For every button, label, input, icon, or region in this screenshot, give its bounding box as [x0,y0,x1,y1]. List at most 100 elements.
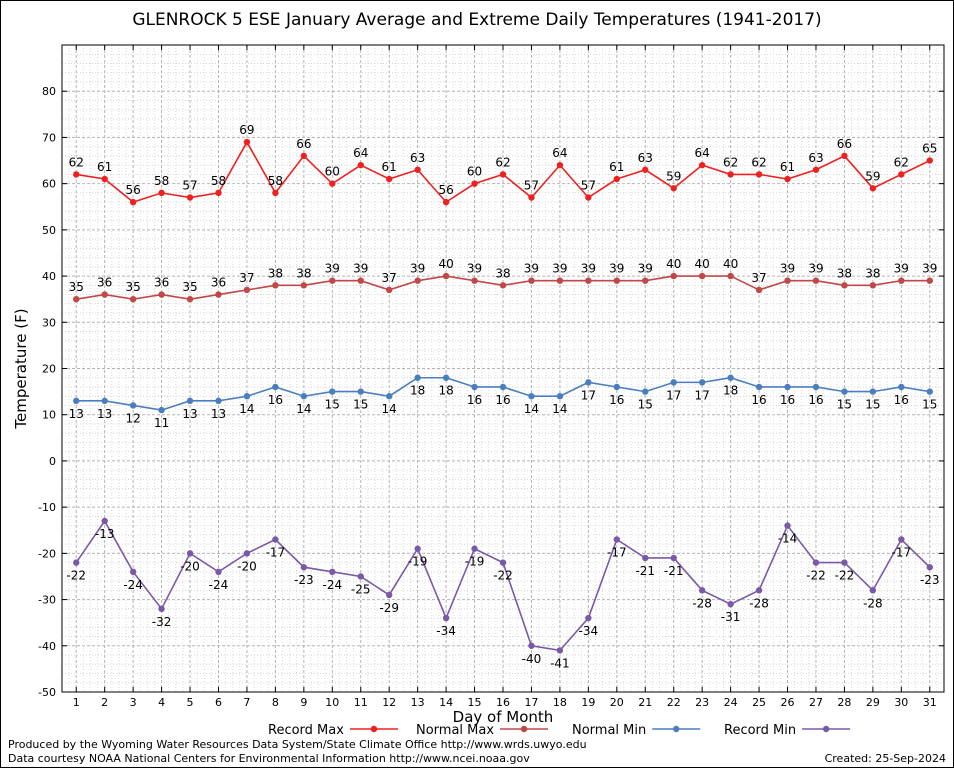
x-tick-label: 20 [610,696,624,709]
data-point [499,383,507,391]
data-label: 37 [382,271,397,285]
x-tick-label: 26 [781,696,795,709]
data-label: -17 [607,545,627,559]
data-label: -25 [351,582,371,596]
legend-marker [370,725,378,733]
data-point [215,291,222,298]
data-point [898,171,905,178]
data-label: -24 [322,578,342,592]
data-label: 39 [353,262,368,276]
data-label: 64 [552,146,567,160]
data-label: 61 [382,160,397,174]
data-point [898,277,905,284]
data-point [841,152,848,160]
data-point [556,393,564,400]
x-tick-label: 17 [524,696,538,709]
x-tick-label: 10 [325,696,339,709]
data-label: -34 [579,624,599,638]
data-point [926,277,933,284]
data-point [528,194,535,201]
data-label: 13 [211,407,226,421]
data-label: 39 [638,262,653,276]
data-point [841,282,848,289]
data-point [755,383,763,391]
data-label: 58 [211,174,226,188]
data-point [186,550,194,557]
data-point [101,517,108,525]
data-point [727,374,734,381]
data-label: -24 [123,578,143,592]
data-label: 35 [125,280,140,294]
data-label: -21 [664,564,684,578]
data-point [186,194,194,201]
data-point [670,554,677,562]
x-tick-label: 27 [809,696,823,709]
y-tick-label: 80 [42,85,56,98]
data-label: 39 [780,262,795,276]
data-point [73,397,80,405]
data-label: -31 [721,610,741,624]
data-point [670,379,677,386]
data-label: -20 [237,559,257,573]
data-label: 12 [125,411,140,425]
x-tick-label: 18 [553,696,567,709]
x-axis-label: Day of Month [453,708,554,726]
data-point [585,194,592,201]
data-point [300,282,308,289]
data-label: 38 [865,266,880,280]
data-point [613,277,621,284]
data-label: 64 [695,146,710,160]
data-label: 14 [382,402,397,416]
data-point [670,272,677,280]
data-point [698,379,706,386]
data-point [300,152,308,160]
data-label: 56 [438,183,453,197]
data-point [642,166,649,173]
data-point [642,277,649,284]
data-point [385,393,393,400]
data-point [300,393,308,400]
data-label: -14 [778,532,798,546]
data-label: 35 [69,280,84,294]
data-label: 14 [524,402,539,416]
data-point [613,383,621,391]
x-tick-label: 7 [243,696,250,709]
data-point [442,374,450,381]
data-point [357,388,364,395]
data-point [642,554,649,562]
data-point [698,161,706,169]
data-label: -28 [863,596,883,610]
data-point [442,272,450,280]
legend: Record Max Normal Max Normal Min Record Min [268,723,851,738]
x-tick-label: 14 [439,696,453,709]
legend-label: Normal Max [416,723,494,738]
series-normal-min: 13 13 12 11 13 13 14 16 14 15 15 14 18 18 16 16 14 14 17 16… [69,374,937,430]
x-tick-label: 4 [158,696,165,709]
data-label: -19 [408,555,428,569]
data-label: 16 [609,393,624,407]
data-label: 39 [894,262,909,276]
data-point [101,397,108,405]
x-tick-label: 30 [894,696,908,709]
data-point [186,397,194,405]
data-point [357,573,364,580]
data-point [926,388,933,395]
data-point [329,180,336,187]
data-label: 37 [239,271,254,285]
data-point [698,272,706,280]
data-label: -23 [294,573,314,587]
x-tick-label: 19 [581,696,595,709]
data-label: 40 [723,257,738,271]
data-point [243,550,251,557]
data-label: 63 [410,151,425,165]
data-label: 35 [182,280,197,294]
data-label: 15 [865,398,880,412]
series-record-min: -22-13-24-32-20-24-20-17-23 -24 -25-29-19-… [66,517,940,670]
data-point [329,388,336,395]
data-label: 14 [239,402,254,416]
data-label: 56 [125,183,140,197]
data-label: 66 [296,137,311,151]
data-point [812,166,820,173]
data-label: 16 [467,393,482,407]
